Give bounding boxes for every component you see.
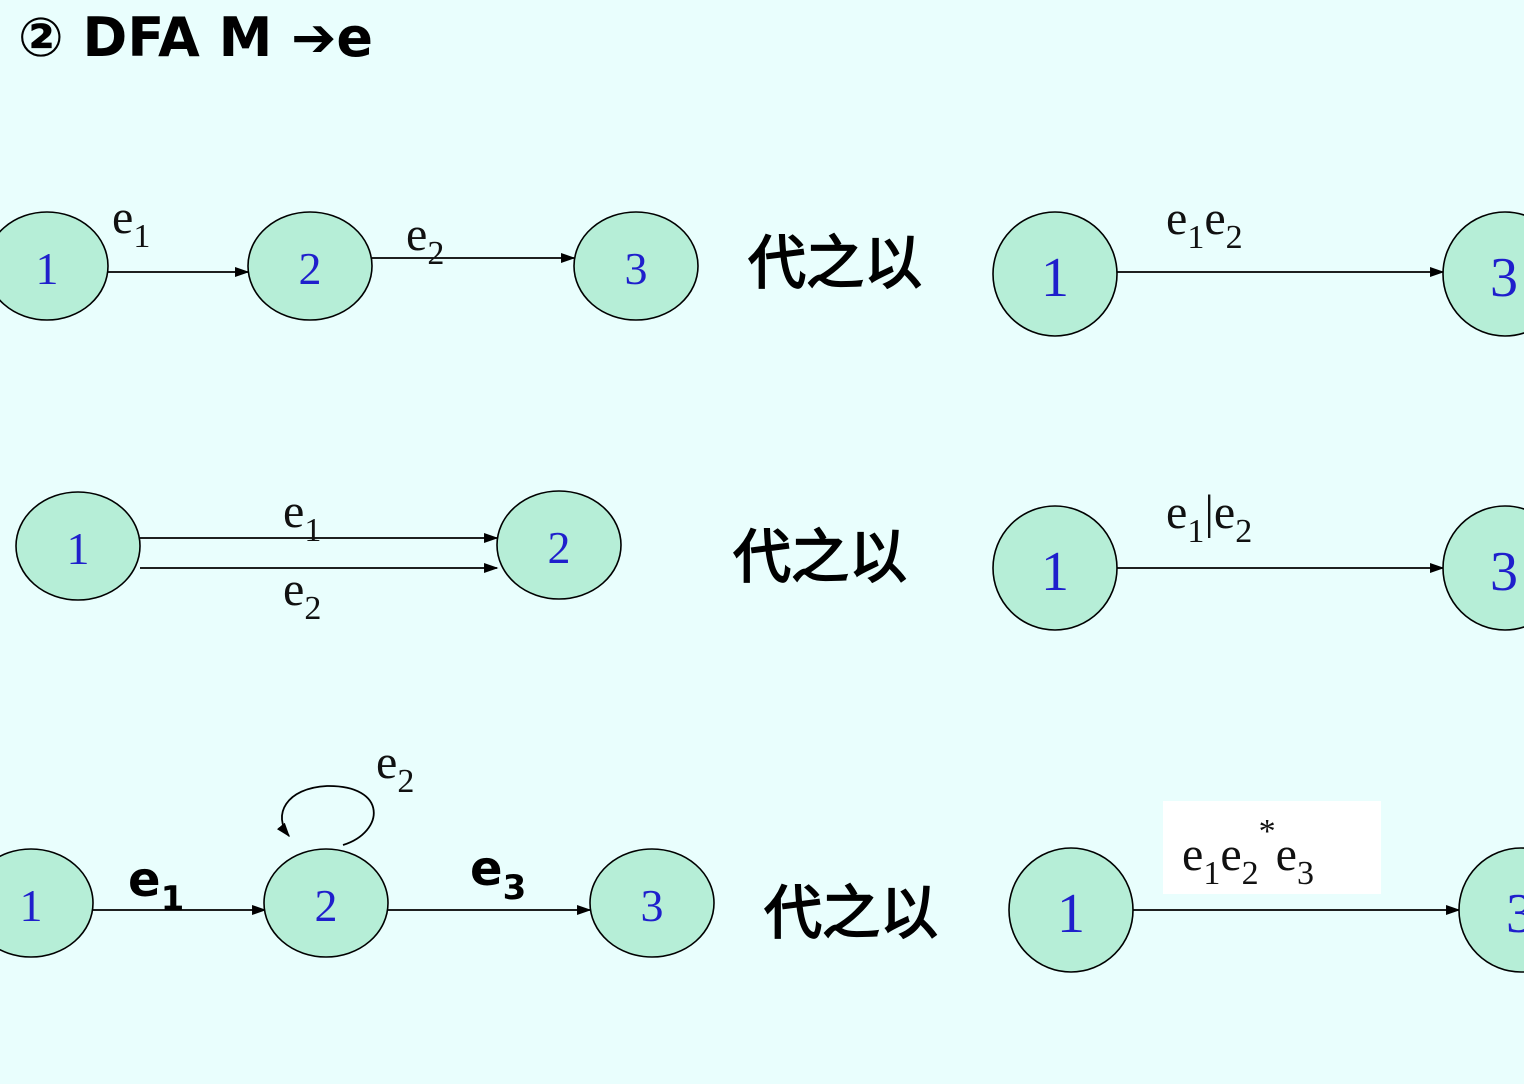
- self-loop-2: [276, 785, 375, 846]
- edge-label-e2: e2: [406, 208, 444, 272]
- edge-label-e2: e2: [283, 563, 321, 627]
- state-1: [992, 505, 1118, 631]
- state-3-label: 3: [625, 243, 648, 294]
- state-1: [1008, 847, 1134, 973]
- state-3: [589, 848, 715, 958]
- state-3-label: 3: [1490, 247, 1518, 309]
- row-2-right-diagram: 1 3 e1|e2: [992, 486, 1524, 631]
- row-2-left-diagram: 1 2 e1 e2: [15, 485, 622, 627]
- row-1-right-diagram: 1 3 e1e2: [992, 192, 1524, 337]
- state-1-label: 1: [1041, 247, 1069, 309]
- replace-text-row-3: 代之以: [763, 879, 938, 947]
- page-title: ② DFA M ➔e: [18, 6, 374, 69]
- state-3-label: 3: [1490, 541, 1518, 603]
- row-3-left-diagram: 1 2 3 e1 e2 e3: [0, 736, 715, 958]
- state-2-label: 2: [548, 522, 571, 573]
- state-2: [263, 848, 389, 958]
- state-1: [992, 211, 1118, 337]
- state-3: [1458, 847, 1524, 973]
- edge-label-e1e2star-e3: e1e2*e3: [1182, 813, 1314, 892]
- replace-text-row-2: 代之以: [732, 523, 907, 591]
- row-1-left-diagram: 1 2 3 e1 e2: [0, 191, 699, 321]
- edge-label-e3: e3: [470, 841, 526, 908]
- state-2: [496, 490, 622, 600]
- state-1-label: 1: [1057, 883, 1085, 945]
- state-2: [247, 211, 373, 321]
- loop-label-e2: e2: [376, 736, 414, 800]
- state-1: [15, 491, 141, 601]
- state-1-label: 1: [67, 523, 90, 574]
- state-3-label: 3: [641, 880, 664, 931]
- edge-label-e1: e1: [283, 485, 321, 549]
- row-3-right-diagram: 1 3 e1e2*e3: [1008, 801, 1524, 973]
- state-2-label: 2: [299, 243, 322, 294]
- state-3-label: 3: [1506, 883, 1524, 945]
- state-2-label: 2: [315, 880, 338, 931]
- state-1-label: 1: [36, 243, 59, 294]
- state-3: [573, 211, 699, 321]
- edge-label-e1: e1: [112, 191, 150, 255]
- edge-label-e1e2: e1e2: [1166, 192, 1243, 256]
- state-1: [0, 848, 94, 958]
- state-1: [0, 211, 109, 321]
- state-3: [1442, 211, 1524, 337]
- state-1-label: 1: [1041, 541, 1069, 603]
- label-box: [1163, 801, 1381, 894]
- edge-label-e1: e1: [128, 852, 184, 919]
- state-1-label: 1: [20, 880, 43, 931]
- replace-text-row-1: 代之以: [747, 229, 922, 297]
- state-3: [1442, 505, 1524, 631]
- edge-label-e1-or-e2: e1|e2: [1166, 486, 1252, 550]
